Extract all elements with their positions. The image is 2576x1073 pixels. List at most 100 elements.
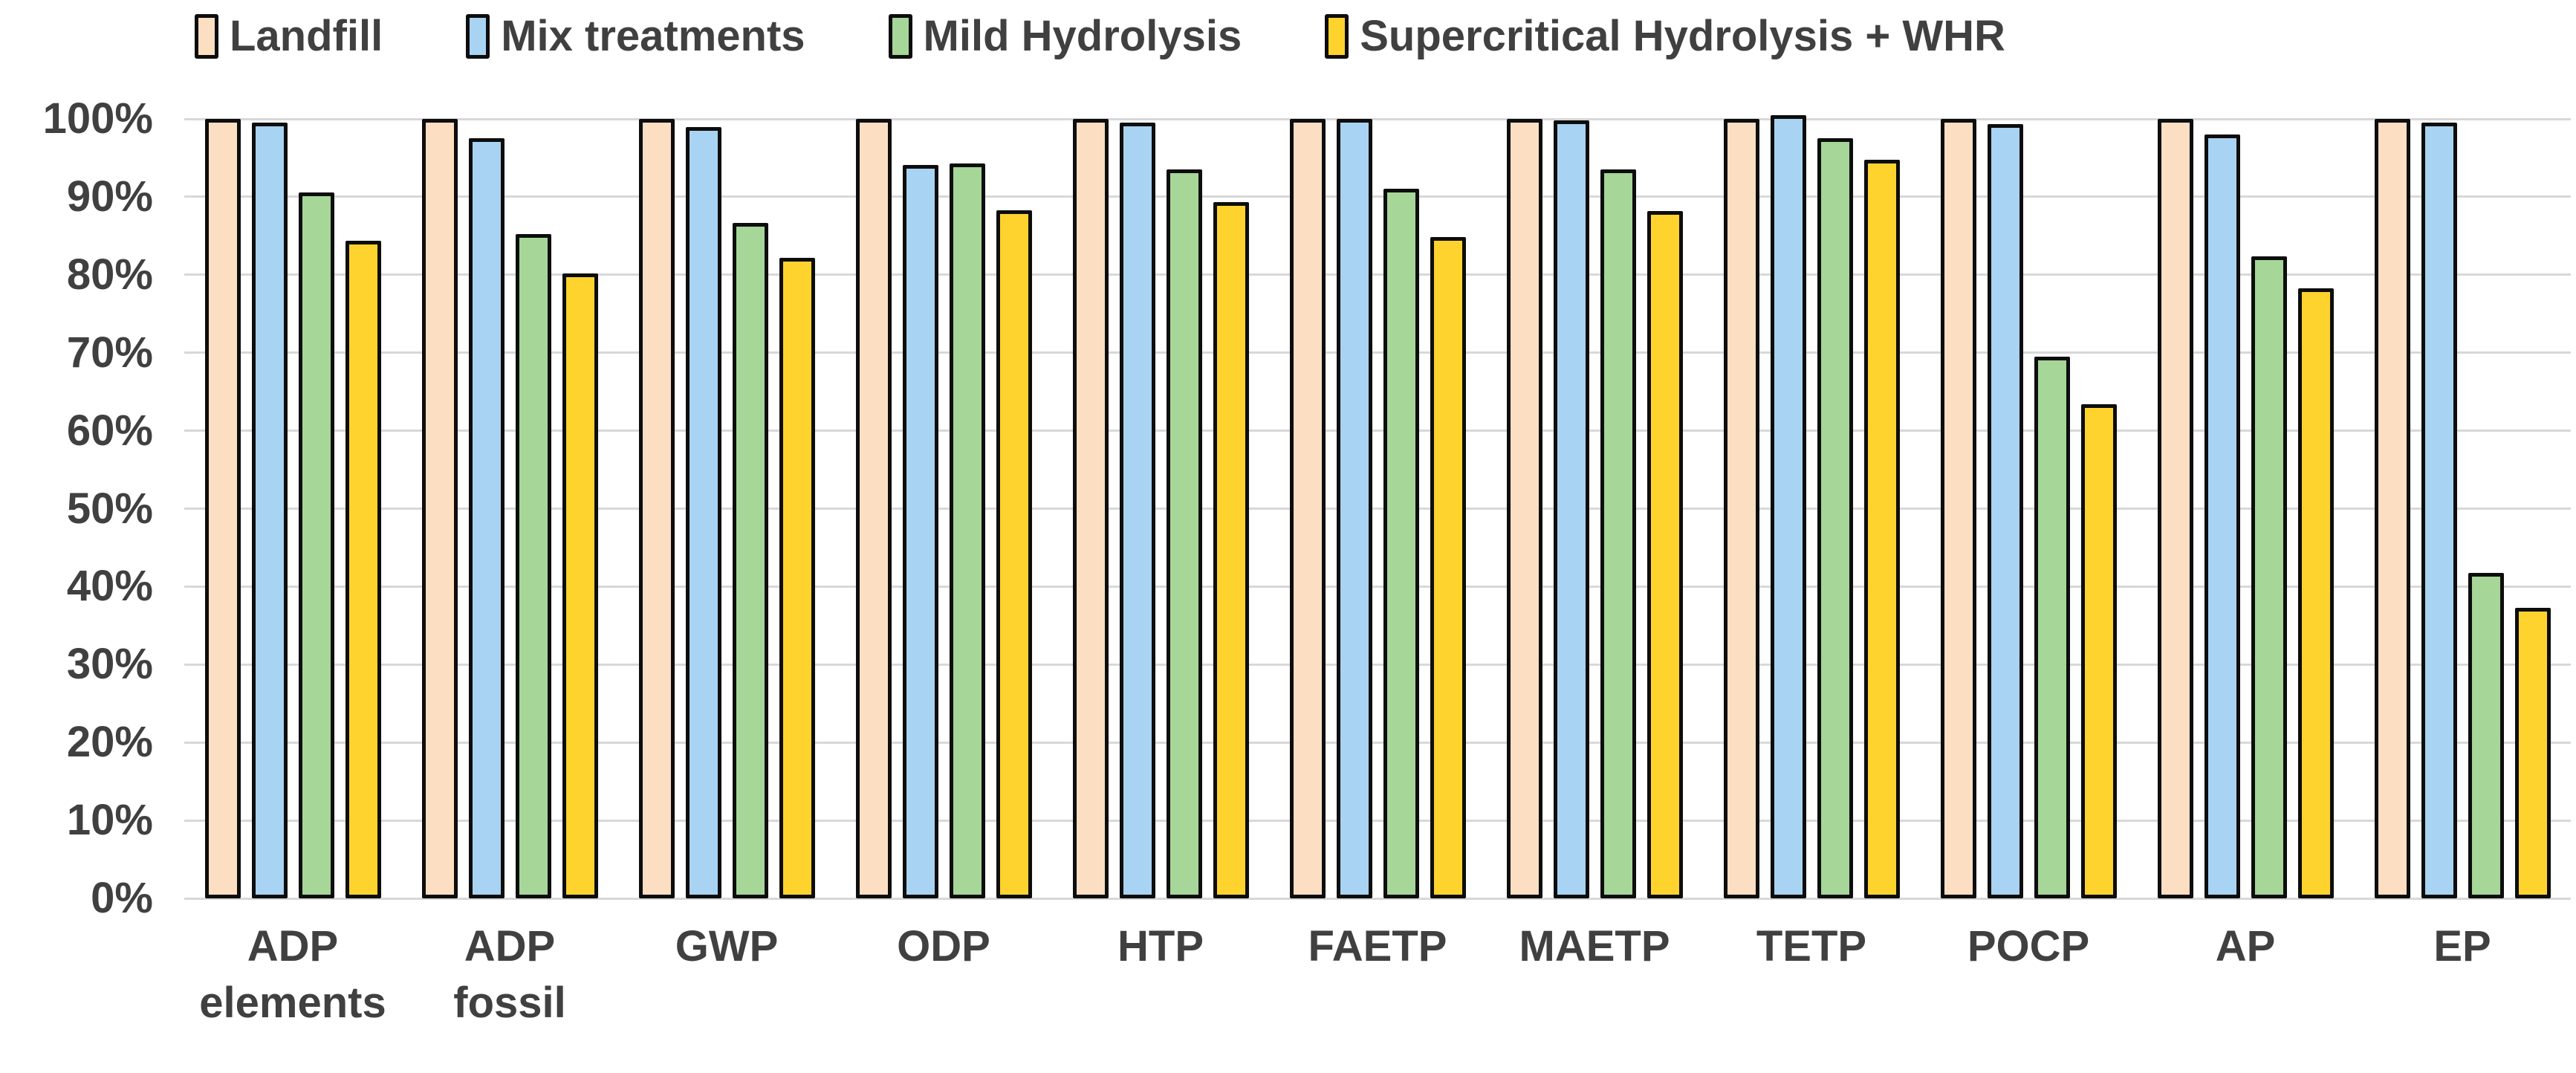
bar-group-odp	[835, 111, 1052, 898]
bar-supercritical-hydrolysis-whr-odp	[996, 210, 1032, 898]
x-tick-label-maetp: MAETP	[1519, 922, 1670, 970]
gridline-30	[184, 663, 2571, 666]
x-tick-label-ep: EP	[2433, 922, 2491, 970]
bar-landfill-ep	[2374, 119, 2410, 898]
x-axis: ADP elements ADP fossil GWP ODP HTP FAETP MAET…	[184, 918, 2571, 1031]
bar-landfill-gwp	[638, 119, 675, 898]
gridline-40	[184, 585, 2571, 588]
y-tick-label-0: 0%	[91, 874, 153, 922]
bar-supercritical-hydrolysis-whr-ap	[2297, 288, 2334, 898]
y-tick-label-20: 20%	[66, 718, 153, 767]
bar-mild-hydrolysis-faetp	[1383, 189, 1419, 898]
bar-mix-treatments-faetp	[1336, 119, 1372, 898]
bar-mild-hydrolysis-gwp	[732, 222, 768, 898]
gridline-0	[184, 897, 2571, 900]
bar-group-ep	[2354, 111, 2571, 898]
chart-legend: Landfill Mix treatments Mild Hydrolysis Sup…	[195, 10, 2005, 62]
bar-mild-hydrolysis-maetp	[1600, 169, 1636, 898]
y-tick-label-60: 60%	[66, 406, 153, 455]
bar-mild-hydrolysis-tetp	[1817, 138, 1853, 898]
bar-landfill-odp	[855, 119, 892, 898]
legend-item-landfill: Landfill	[195, 14, 383, 59]
x-tick-label-pocp: POCP	[1967, 922, 2090, 970]
bar-group-pocp	[1920, 111, 2137, 898]
y-tick-label-80: 80%	[66, 250, 153, 299]
legend-label: Landfill	[230, 12, 383, 60]
bar-group-maetp	[1486, 111, 1703, 898]
y-tick-label-30: 30%	[66, 640, 153, 689]
y-tick-label-50: 50%	[66, 484, 153, 533]
y-tick-label-10: 10%	[66, 796, 153, 845]
bar-mix-treatments-ap	[2204, 134, 2240, 898]
bar-supercritical-hydrolysis-whr-faetp	[1430, 237, 1466, 898]
bar-mix-treatments-tetp	[1770, 114, 1806, 898]
legend-swatch-mild-hydrolysis	[888, 14, 912, 59]
bar-group-faetp	[1269, 111, 1486, 898]
bar-supercritical-hydrolysis-whr-maetp	[1647, 210, 1683, 898]
x-tick-label-ap: AP	[2215, 922, 2276, 970]
legend-swatch-supercritical-hydrolysis-whr	[1325, 14, 1349, 59]
gridline-60	[184, 429, 2571, 432]
x-tick-label-adp-fossil: ADP fossil	[453, 922, 566, 1027]
gridlines	[184, 111, 2571, 900]
bar-supercritical-hydrolysis-whr-pocp	[2080, 403, 2117, 898]
bar-mild-hydrolysis-pocp	[2034, 356, 2070, 898]
bar-mix-treatments-maetp	[1553, 120, 1589, 898]
gridline-50	[184, 508, 2571, 510]
bar-mild-hydrolysis-adp-fossil	[515, 234, 551, 898]
bar-mix-treatments-gwp	[685, 126, 721, 898]
gridline-10	[184, 819, 2571, 822]
y-tick-label-40: 40%	[66, 562, 153, 611]
legend-item-mix-treatments: Mix treatments	[466, 14, 805, 59]
bar-mild-hydrolysis-htp	[1166, 169, 1202, 898]
gridline-80	[184, 273, 2571, 276]
bar-mild-hydrolysis-ap	[2251, 256, 2287, 898]
legend-swatch-mix-treatments	[466, 14, 490, 59]
plot-area	[184, 111, 2571, 900]
bar-supercritical-hydrolysis-whr-adp-fossil	[562, 273, 598, 898]
bar-mix-treatments-pocp	[1987, 124, 2023, 898]
legend-label: Supercritical Hydrolysis + WHR	[1360, 12, 2005, 60]
bar-mild-hydrolysis-odp	[949, 163, 985, 898]
bar-landfill-adp-fossil	[421, 119, 458, 898]
y-tick-label-90: 90%	[66, 172, 153, 221]
bar-groups	[184, 111, 2571, 898]
bar-landfill-htp	[1072, 119, 1109, 898]
gridline-20	[184, 741, 2571, 744]
bar-supercritical-hydrolysis-whr-adp-elements	[345, 240, 381, 898]
gridline-100	[184, 117, 2571, 120]
bar-landfill-maetp	[1506, 119, 1542, 898]
x-tick-label-gwp: GWP	[675, 922, 779, 970]
bar-supercritical-hydrolysis-whr-gwp	[779, 257, 815, 898]
bar-mix-treatments-adp-elements	[251, 123, 288, 898]
bar-landfill-ap	[2157, 119, 2193, 898]
bar-supercritical-hydrolysis-whr-htp	[1213, 202, 1249, 898]
bar-supercritical-hydrolysis-whr-tetp	[1863, 159, 1900, 898]
bar-group-tetp	[1703, 111, 1920, 898]
gridline-90	[184, 195, 2571, 198]
gridline-70	[184, 351, 2571, 354]
bar-landfill-adp-elements	[204, 119, 241, 898]
bar-mild-hydrolysis-adp-elements	[298, 192, 334, 898]
bar-mild-hydrolysis-ep	[2468, 572, 2504, 898]
bar-group-adp-fossil	[401, 111, 618, 898]
bar-group-gwp	[618, 111, 835, 898]
bar-group-ap	[2137, 111, 2354, 898]
bar-mix-treatments-adp-fossil	[468, 138, 505, 898]
bar-group-htp	[1052, 111, 1269, 898]
bar-supercritical-hydrolysis-whr-ep	[2514, 607, 2551, 898]
bar-landfill-pocp	[1940, 119, 1976, 898]
bar-landfill-faetp	[1289, 119, 1326, 898]
legend-swatch-landfill	[195, 14, 218, 59]
x-tick-label-adp-elements: ADP elements	[199, 922, 386, 1027]
bar-landfill-tetp	[1723, 119, 1759, 898]
x-tick-label-faetp: FAETP	[1308, 922, 1447, 970]
legend-label: Mild Hydrolysis	[923, 12, 1242, 60]
bar-mix-treatments-ep	[2421, 123, 2457, 898]
bar-group-adp-elements	[184, 111, 401, 898]
bar-mix-treatments-odp	[902, 164, 938, 898]
x-tick-label-odp: ODP	[897, 922, 990, 970]
y-tick-label-100: 100%	[42, 94, 153, 143]
bar-mix-treatments-htp	[1119, 123, 1155, 898]
